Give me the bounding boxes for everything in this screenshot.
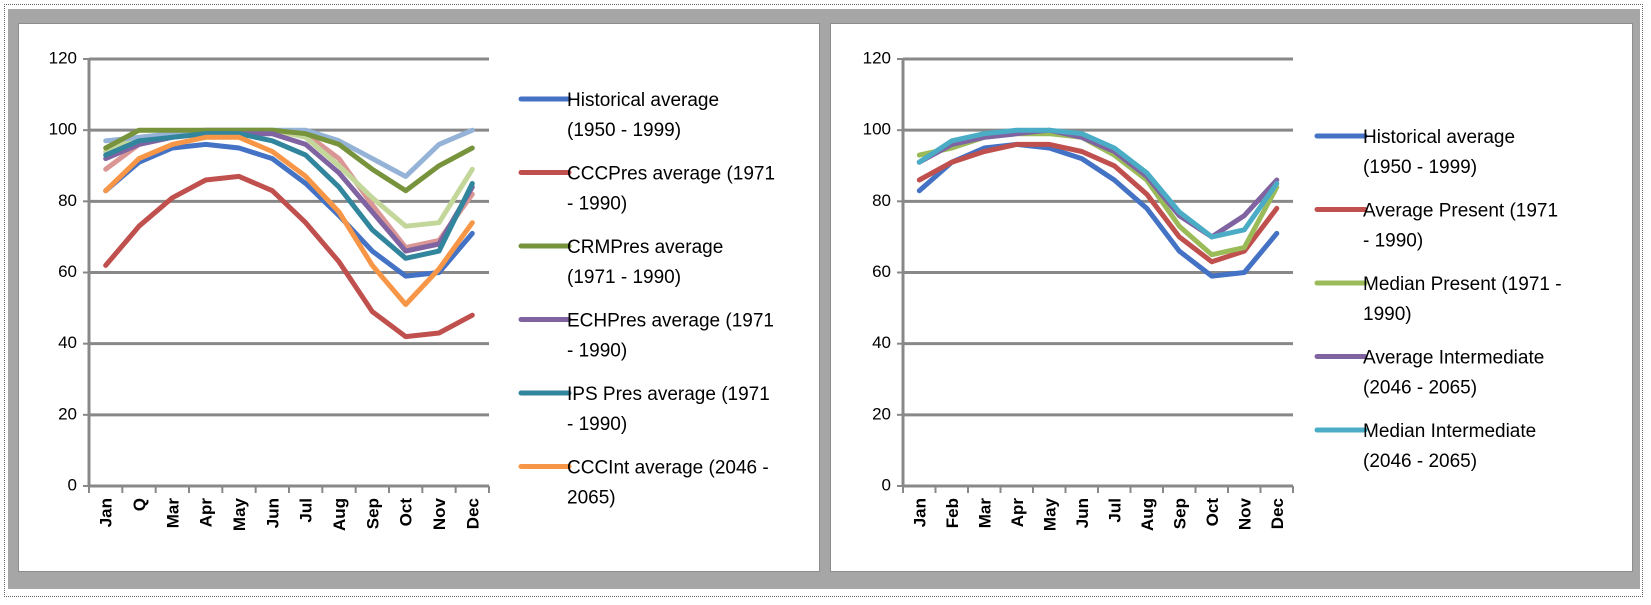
legend-entry-label: Average Intermediate — [1363, 348, 1544, 369]
x-tick-label: Jun — [263, 498, 282, 528]
legend-entry-label: 2065) — [567, 488, 616, 509]
x-tick-label: Aug — [1138, 498, 1157, 531]
series-line — [103, 134, 475, 307]
y-tick-label: 100 — [49, 120, 77, 139]
x-tick-label: Sep — [363, 498, 382, 529]
chart-left: 0 20 40 60 80 100 120 Jan Q Mar Apr May Jun Jul Aug Sep… — [49, 48, 775, 531]
legend-entry-label: CCCInt average (2046 - — [567, 458, 769, 479]
legend-entry-label: Historical average — [567, 90, 719, 111]
x-tick-label: Aug — [330, 498, 349, 531]
x-tick-label: Apr — [1008, 498, 1027, 528]
y-tick-label: 80 — [872, 191, 891, 210]
legend-entry-label: CRMPres average — [567, 237, 723, 258]
figure-background: 0 20 40 60 80 100 120 Jan Q Mar Apr May Jun Jul Aug Sep… — [8, 9, 1640, 589]
legend-entry-label: (2046 - 2065) — [1363, 378, 1477, 399]
legend-entry-label: Historical average — [1363, 127, 1515, 148]
series-line — [916, 127, 1280, 240]
y-tick-label: 100 — [863, 120, 891, 139]
x-tick-label: Jul — [1105, 498, 1124, 523]
legend-entry-label: Average Present (1971 — [1363, 201, 1558, 222]
y-tick-label: 0 — [68, 475, 77, 494]
x-tick-label: Oct — [1203, 498, 1222, 527]
x-tick-label: Dec — [1268, 498, 1287, 529]
x-tick-label: Nov — [1235, 497, 1254, 530]
x-tick-label: May — [230, 497, 249, 531]
x-tick-label: May — [1040, 497, 1059, 531]
x-tick-label: Oct — [397, 498, 416, 527]
legend-entry-label: ECHPres average (1971 — [567, 311, 774, 332]
chart-panel-left: 0 20 40 60 80 100 120 Jan Q Mar Apr May Jun Jul Aug Sep… — [18, 23, 820, 572]
x-tick-label: Mar — [163, 498, 182, 529]
series-line — [916, 141, 1280, 265]
x-tick-label: Jan — [910, 498, 929, 527]
series-line — [103, 173, 475, 340]
x-tick-label: Sep — [1170, 498, 1189, 529]
x-tick-label: Apr — [197, 498, 216, 528]
legend-entry-label: - 1990) — [567, 194, 627, 215]
chart-right: 0 20 40 60 80 100 120 Jan Feb Mar Apr May Jun Jul Aug S… — [863, 48, 1562, 531]
legend-entry-label: 1990) — [1363, 304, 1412, 325]
series-line — [103, 131, 475, 261]
y-tick-label: 40 — [58, 333, 77, 352]
x-tick-label: Jul — [297, 498, 316, 523]
chart-panel-right: 0 20 40 60 80 100 120 Jan Feb Mar Apr May Jun Jul Aug S… — [830, 23, 1633, 572]
legend-entry-label: - 1990) — [567, 414, 627, 435]
legend-entry-label: IPS Pres average (1971 — [567, 384, 770, 405]
legend-entry-label: CCCPres average (1971 — [567, 164, 775, 185]
legend-entry-label: (1971 - 1990) — [567, 267, 681, 288]
y-tick-label: 60 — [872, 262, 891, 281]
x-tick-label: Q — [130, 498, 149, 511]
y-tick-label: 80 — [58, 191, 77, 210]
y-tick-label: 60 — [58, 262, 77, 281]
legend-entry-label: - 1990) — [1363, 231, 1423, 252]
x-tick-label: Dec — [463, 498, 482, 529]
legend-entry-label: Median Intermediate — [1363, 421, 1536, 442]
x-tick-label: Jun — [1073, 498, 1092, 528]
y-tick-label: 20 — [58, 404, 77, 423]
x-tick-label: Mar — [975, 498, 994, 529]
y-tick-label: 120 — [863, 48, 891, 67]
series-line — [916, 127, 1280, 240]
legend-entry-label: Median Present (1971 - — [1363, 274, 1562, 295]
legend-entry-label: - 1990) — [567, 341, 627, 362]
y-tick-label: 20 — [872, 404, 891, 423]
x-tick-label: Feb — [943, 498, 962, 528]
series-line — [103, 141, 475, 279]
series-line — [103, 127, 475, 194]
y-tick-label: 0 — [882, 475, 891, 494]
y-tick-label: 120 — [49, 48, 77, 67]
y-tick-label: 40 — [872, 333, 891, 352]
legend-entry-label: (1950 - 1999) — [567, 120, 681, 141]
series-line — [103, 127, 475, 229]
figure-frame — [4, 4, 1643, 597]
x-tick-label: Jan — [97, 498, 116, 527]
legend-entry-label: (1950 - 1999) — [1363, 157, 1477, 178]
series-line — [916, 141, 1280, 279]
x-tick-label: Nov — [430, 497, 449, 530]
legend-entry-label: (2046 - 2065) — [1363, 451, 1477, 472]
